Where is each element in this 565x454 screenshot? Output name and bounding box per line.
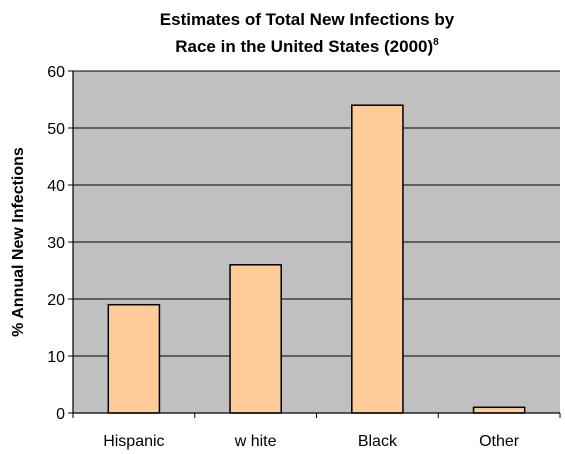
y-tick-label: 40 [47, 178, 65, 195]
y-tick-label: 60 [47, 64, 65, 81]
y-axis-label: % Annual New Infections [10, 147, 27, 337]
y-tick-label: 20 [47, 292, 65, 309]
x-tick-label: Hispanic [103, 433, 164, 450]
chart-title-superscript: 8 [433, 37, 439, 48]
x-tick-label: w hite [234, 433, 277, 450]
bar-other [472, 406, 526, 414]
y-tick-label: 50 [47, 121, 65, 138]
chart-title-line2: Race in the United States (2000)8 [175, 37, 439, 56]
bar-black [351, 104, 404, 414]
chart-title-line2-text: Race in the United States (2000) [175, 37, 433, 56]
y-tick-label: 0 [56, 406, 65, 423]
y-tick-label: 10 [47, 349, 65, 366]
bar-hispanic [107, 303, 161, 414]
bar-w-hite [229, 264, 282, 414]
y-tick-label: 30 [47, 235, 65, 252]
x-tick-label: Black [358, 433, 398, 450]
x-tick-label: Other [479, 433, 520, 450]
plot-area: 0 10 20 30 40 50 60 Hispanic w hite Black Other [47, 64, 561, 450]
chart-title-line1: Estimates of Total New Infections by [160, 10, 455, 29]
